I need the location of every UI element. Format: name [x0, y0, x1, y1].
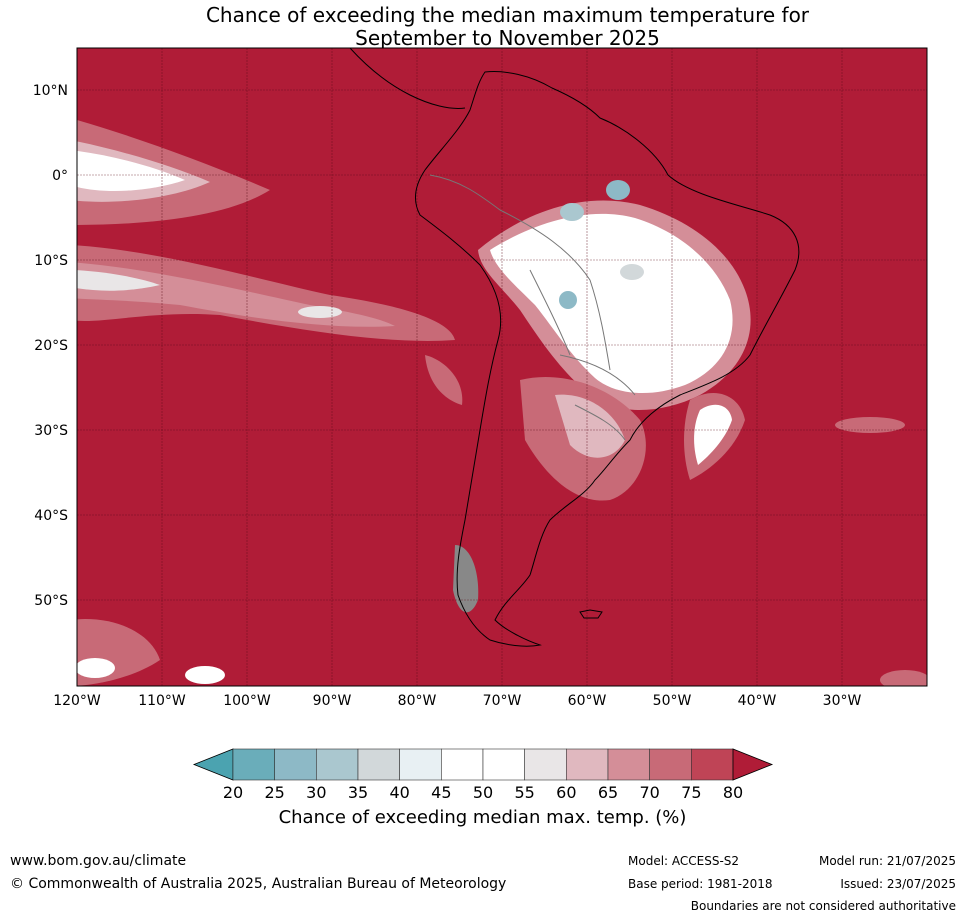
model-run-text: Model run: 21/07/2025: [818, 854, 956, 868]
latitude-label: 0°: [52, 168, 68, 184]
longitude-label: 120°W: [53, 693, 101, 709]
colorbar-tick-label: 25: [264, 783, 284, 802]
graticule: [77, 48, 927, 686]
longitude-label: 100°W: [223, 693, 271, 709]
atlantic-east-patch: [835, 417, 905, 433]
latitude-label: 50°S: [34, 593, 68, 609]
longitude-label: 40°W: [738, 693, 777, 709]
colorbar-under-arrow: [192, 748, 234, 781]
longitude-label: 60°W: [568, 693, 607, 709]
colorbar-segment: [691, 748, 734, 781]
se-corner-patch: [880, 670, 927, 686]
latitude-label: 20°S: [34, 338, 68, 354]
latitude-label: 30°S: [34, 423, 68, 439]
colorbar-segment: [441, 748, 484, 781]
colorbar-label: Chance of exceeding median max. temp. (%…: [278, 807, 687, 828]
longitude-label: 110°W: [138, 693, 186, 709]
colorbar-segment: [274, 748, 317, 781]
colorbar-tick-label: 70: [639, 783, 659, 802]
falklands: [579, 609, 603, 619]
website-text: www.bom.gov.au/climate: [10, 853, 187, 869]
issued-text: Issued: 23/07/2025: [840, 877, 956, 891]
colorbar-segment: [566, 748, 609, 781]
colorbar-segment: [232, 748, 275, 781]
colorbar-tick-label: 20: [223, 783, 243, 802]
south-america-coastline: [414, 71, 800, 647]
colorbar-tick-label: 30: [306, 783, 326, 802]
probability-field: [77, 120, 927, 686]
pacific-east-patch: [425, 355, 463, 405]
map-frame: [76, 47, 928, 687]
atlantic-patch-core: [694, 404, 732, 465]
colorbar-segment: [316, 748, 359, 781]
colorbar-tick-label: 80: [723, 783, 743, 802]
title-line-1: Chance of exceeding the median maximum t…: [205, 3, 810, 27]
colorbar-segment: [649, 748, 692, 781]
colorbar-tick-label: 65: [598, 783, 618, 802]
longitude-label: 80°W: [398, 693, 437, 709]
latitude-label: 10°N: [33, 83, 68, 99]
amazon-blue-patch-1: [606, 180, 630, 200]
map-title: Chance of exceeding the median maximum t…: [0, 4, 965, 50]
colorbar-tick-label: 40: [389, 783, 409, 802]
pacific-south-white: [77, 270, 160, 291]
colorbar-tick-label: 45: [431, 783, 451, 802]
pacific-equatorial-white: [77, 150, 185, 191]
sw-corner-white-1: [77, 658, 115, 678]
pacific-south-white-2: [298, 306, 342, 318]
colorbar-segment: [357, 748, 400, 781]
central-america-coastline: [349, 48, 466, 109]
colorbar-tick-label: 75: [681, 783, 701, 802]
longitude-labels: 120°W 110°W 100°W 90°W 80°W 70°W 60°W 50°W 40°W 3…: [53, 693, 861, 709]
model-text: Model: ACCESS-S2: [628, 854, 740, 868]
colorbar-segment: [399, 748, 442, 781]
colorbar-over-arrow: [732, 748, 774, 781]
latitude-labels: 10°N 0° 10°S 20°S 30°S 40°S 50°S: [33, 83, 68, 609]
grey-patch: [620, 264, 644, 280]
colorbar-segment: [607, 748, 650, 781]
colorbar: 20 25 30 35 40 45 50 55 60 65 70 75 80: [192, 748, 774, 802]
colorbar-segment: [524, 748, 567, 781]
disclaimer-text: Boundaries are not considered authoritat…: [690, 899, 956, 913]
colorbar-segment: [482, 748, 525, 781]
longitude-label: 70°W: [483, 693, 522, 709]
bolivia-blue-patch: [559, 291, 577, 309]
patagonia-grey: [453, 545, 479, 613]
colorbar-tick-label: 50: [473, 783, 493, 802]
longitude-label: 30°W: [823, 693, 862, 709]
colorbar-tick-label: 55: [514, 783, 534, 802]
latitude-label: 40°S: [34, 508, 68, 524]
longitude-label: 50°W: [653, 693, 692, 709]
country-borders: [429, 174, 636, 441]
amazon-blue-patch-2: [560, 203, 584, 221]
colorbar-tick-label: 60: [556, 783, 576, 802]
latitude-label: 10°S: [34, 253, 68, 269]
laplata-core: [555, 394, 625, 458]
copyright-text: © Commonwealth of Australia 2025, Austra…: [10, 876, 507, 892]
longitude-label: 90°W: [313, 693, 352, 709]
sw-corner-white-2: [185, 666, 225, 684]
base-period-text: Base period: 1981-2018: [628, 877, 773, 891]
colorbar-tick-label: 35: [348, 783, 368, 802]
title-line-2: September to November 2025: [355, 26, 660, 50]
